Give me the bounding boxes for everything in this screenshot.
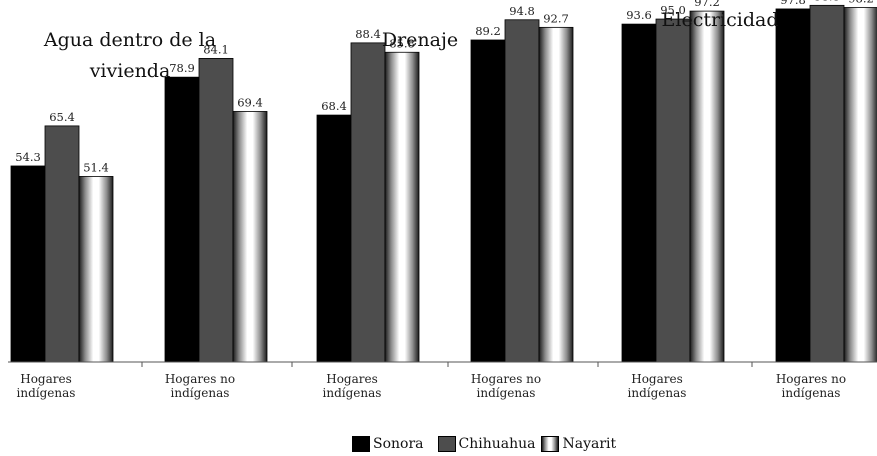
- legend-item-chihuahua: Chihuahua: [437, 436, 536, 452]
- value-label-nayarit-g2-c0: 97.2: [694, 0, 720, 9]
- legend: Sonora Chihuahua Nayarit: [352, 436, 618, 452]
- group-title-agua-line1: Agua dentro de la: [43, 29, 217, 51]
- legend-item-sonora: Sonora: [352, 436, 424, 452]
- group-title-drenaje: Drenaje: [360, 28, 480, 52]
- legend-swatch-chihuahua: [437, 436, 456, 452]
- value-label-chihuahua-g1-c1: 94.8: [509, 4, 535, 18]
- bar-chihuahua-g2-c0: [655, 18, 691, 363]
- category-label-g1-c1-l0: Hogares no: [471, 372, 541, 386]
- bar-chihuahua-g0-c1: [198, 57, 234, 363]
- bar-nayarit-g0-c1: [232, 111, 268, 363]
- value-label-nayarit-g0-c0: 51.4: [83, 160, 109, 174]
- value-label-sonora-g2-c1: 97.8: [780, 0, 806, 7]
- bar-sonora-g1-c0: [316, 114, 352, 363]
- value-label-chihuahua-g0-c1: 84.1: [203, 42, 229, 56]
- bar-chihuahua-g1-c1: [504, 19, 540, 363]
- category-label-g2-c1-l0: Hogares no: [776, 372, 846, 386]
- bar-sonora-g2-c0: [621, 23, 657, 363]
- category-label-g2-c0-l0: Hogares: [631, 372, 683, 386]
- group-title-agua: Agua dentro de la vivienda: [20, 28, 240, 83]
- bar-chihuahua-g0-c0: [44, 125, 80, 363]
- legend-swatch-sonora: [352, 436, 370, 452]
- category-label-g1-c1-l1: indígenas: [477, 386, 536, 400]
- value-label-sonora-g0-c0: 54.3: [15, 150, 41, 164]
- value-label-nayarit-g0-c1: 69.4: [237, 95, 263, 109]
- bar-sonora-g1-c1: [470, 39, 506, 363]
- category-label-g0-c0-l0: Hogares: [20, 372, 72, 386]
- value-label-chihuahua-g1-c0: 88.4: [355, 27, 381, 41]
- legend-item-nayarit: Nayarit: [541, 436, 616, 452]
- category-label-g2-c0-l1: indígenas: [628, 386, 687, 400]
- value-label-chihuahua-g0-c0: 65.4: [49, 110, 75, 124]
- bar-nayarit-g2-c0: [689, 10, 725, 363]
- category-label-g1-c0-l1: indígenas: [323, 386, 382, 400]
- value-label-sonora-g1-c0: 68.4: [321, 99, 347, 113]
- bar-chihuahua-g1-c0: [350, 42, 386, 363]
- bar-nayarit-g1-c0: [384, 51, 420, 363]
- bar-sonora-g0-c0: [10, 165, 46, 363]
- group-title-electricidad: Electricidad: [640, 8, 800, 32]
- group-title-agua-line2: vivienda: [89, 60, 171, 82]
- value-label-chihuahua-g2-c0: 95.0: [660, 3, 686, 17]
- category-label-g1-c0-l0: Hogares: [326, 372, 378, 386]
- category-label-g0-c1-l0: Hogares no: [165, 372, 235, 386]
- category-label-g0-c0-l1: indígenas: [17, 386, 76, 400]
- group-title-drenaje-line1: Drenaje: [381, 29, 459, 51]
- legend-label-sonora: Sonora: [373, 436, 424, 452]
- bar-sonora-g2-c1: [775, 8, 811, 363]
- value-label-sonora-g1-c1: 89.2: [475, 24, 501, 38]
- bar-nayarit-g1-c1: [538, 26, 574, 363]
- category-label-g0-c1-l1: indígenas: [171, 386, 230, 400]
- value-label-sonora-g0-c1: 78.9: [169, 61, 195, 75]
- group-title-electricidad-line1: Electricidad: [661, 9, 779, 31]
- value-label-nayarit-g1-c1: 92.7: [543, 11, 569, 25]
- bar-chihuahua-g2-c1: [809, 4, 845, 363]
- legend-label-nayarit: Nayarit: [562, 436, 617, 452]
- value-label-nayarit-g2-c1: 98.2: [848, 0, 874, 5]
- bar-nayarit-g2-c1: [843, 7, 877, 363]
- value-label-nayarit-g1-c0: 85.8: [389, 36, 415, 50]
- bar-sonora-g0-c1: [164, 76, 200, 363]
- value-label-chihuahua-g2-c1: 98.8: [814, 0, 840, 3]
- category-label-g2-c1-l1: indígenas: [782, 386, 841, 400]
- legend-label-chihuahua: Chihuahua: [458, 436, 536, 452]
- value-label-sonora-g2-c0: 93.6: [626, 8, 652, 22]
- legend-swatch-nayarit: [541, 436, 560, 452]
- bar-nayarit-g0-c0: [78, 176, 114, 363]
